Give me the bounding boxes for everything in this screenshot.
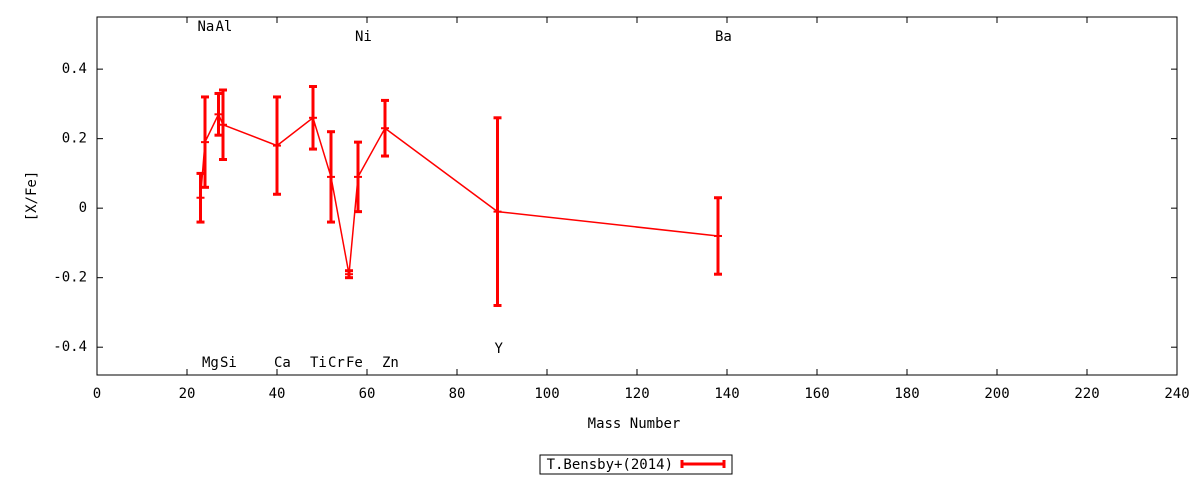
- error-bar: [714, 196, 722, 276]
- error-bar: [201, 95, 209, 189]
- error-bar: [196, 171, 205, 224]
- point-label: Y: [495, 341, 504, 357]
- y-tick-label: 0.2: [62, 131, 87, 147]
- point-label: Si: [220, 355, 237, 371]
- x-tick-label: 40: [269, 386, 286, 402]
- point-label: Ti: [310, 355, 327, 371]
- y-tick-label: 0: [79, 200, 87, 216]
- x-tick-label: 220: [1074, 386, 1099, 402]
- point-label: Ca: [274, 355, 291, 371]
- point-label: Zn: [382, 355, 399, 371]
- legend: T.Bensby+(2014): [539, 454, 733, 475]
- x-tick-label: 240: [1164, 386, 1189, 402]
- point-label: Ba: [715, 29, 732, 45]
- x-tick-label: 140: [714, 386, 739, 402]
- x-tick-label: 0: [93, 386, 101, 402]
- x-tick-label: 160: [804, 386, 829, 402]
- point-label: Ni: [355, 29, 372, 45]
- x-tick-label: 180: [894, 386, 919, 402]
- error-bar: [219, 88, 227, 162]
- y-tick-label: -0.4: [53, 339, 87, 355]
- error-bar: [354, 140, 362, 214]
- error-bar: [309, 85, 317, 151]
- x-axis-label: Mass Number: [588, 416, 681, 432]
- point-label: Cr: [328, 355, 345, 371]
- y-tick-label: -0.2: [53, 270, 87, 286]
- error-bar: [493, 116, 502, 307]
- error-bar: [327, 130, 335, 224]
- error-bar: [381, 98, 389, 158]
- error-bar: [273, 95, 281, 196]
- error-bar: [214, 91, 223, 137]
- plot-frame: [96, 16, 1178, 376]
- x-tick-label: 100: [534, 386, 559, 402]
- y-axis-label: [X/Fe]: [24, 171, 40, 222]
- x-tick-label: 60: [359, 386, 376, 402]
- error-bar: [345, 269, 353, 280]
- point-label: Al: [216, 19, 233, 35]
- legend-box: [539, 454, 733, 475]
- x-tick-label: 200: [984, 386, 1009, 402]
- x-tick-label: 20: [179, 386, 196, 402]
- legend-label: T.Bensby+(2014): [547, 457, 673, 473]
- point-label: Na: [198, 19, 215, 35]
- x-tick-label: 80: [449, 386, 466, 402]
- x-tick-label: 120: [624, 386, 649, 402]
- point-label: Fe: [346, 355, 363, 371]
- point-label: Mg: [202, 355, 219, 371]
- y-tick-label: 0.4: [62, 61, 87, 77]
- data-line: [199, 112, 719, 275]
